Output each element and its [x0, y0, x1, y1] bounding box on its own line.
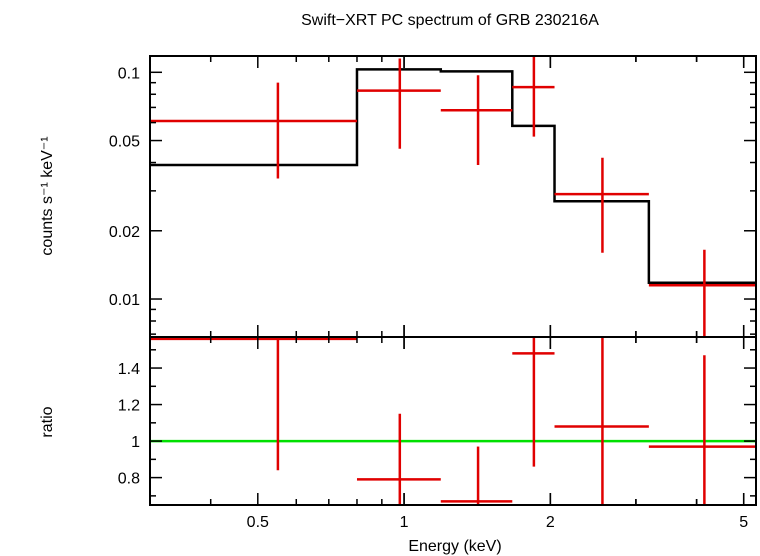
- spectrum-ytick-label: 0.02: [109, 224, 140, 241]
- spectrum-ylabel: counts s⁻¹ keV⁻¹: [39, 136, 56, 255]
- spectrum-ytick-label: 0.1: [118, 65, 140, 82]
- ratio-ylabel: ratio: [39, 406, 56, 437]
- ratio-panel: 0.8 1 1.2 1.4 0.5 1 2 5: [118, 336, 757, 531]
- x-tick-label: 2: [546, 514, 555, 531]
- ratio-ytick-label: 0.8: [118, 471, 140, 488]
- chart-title: Swift−XRT PC spectrum of GRB 230216A: [301, 12, 599, 29]
- spectrum-panel: 0.01 0.02 0.05 0.1: [109, 55, 757, 338]
- x-tick-label: 5: [739, 514, 748, 531]
- x-tick-label: 1: [400, 514, 409, 531]
- ratio-frame: [149, 336, 757, 506]
- spectrum-ytick-label: 0.05: [109, 134, 140, 151]
- x-axis-label: Energy (keV): [408, 538, 501, 555]
- x-tick-label: 0.5: [247, 514, 269, 531]
- ratio-ytick-label: 1.4: [118, 361, 140, 378]
- model-step-line: [150, 68, 756, 284]
- spectrum-ytick-label: 0.01: [109, 292, 140, 309]
- spectrum-frame: [149, 55, 757, 338]
- ratio-ytick-label: 1.2: [118, 398, 140, 415]
- ratio-ytick-label: 1: [131, 434, 140, 451]
